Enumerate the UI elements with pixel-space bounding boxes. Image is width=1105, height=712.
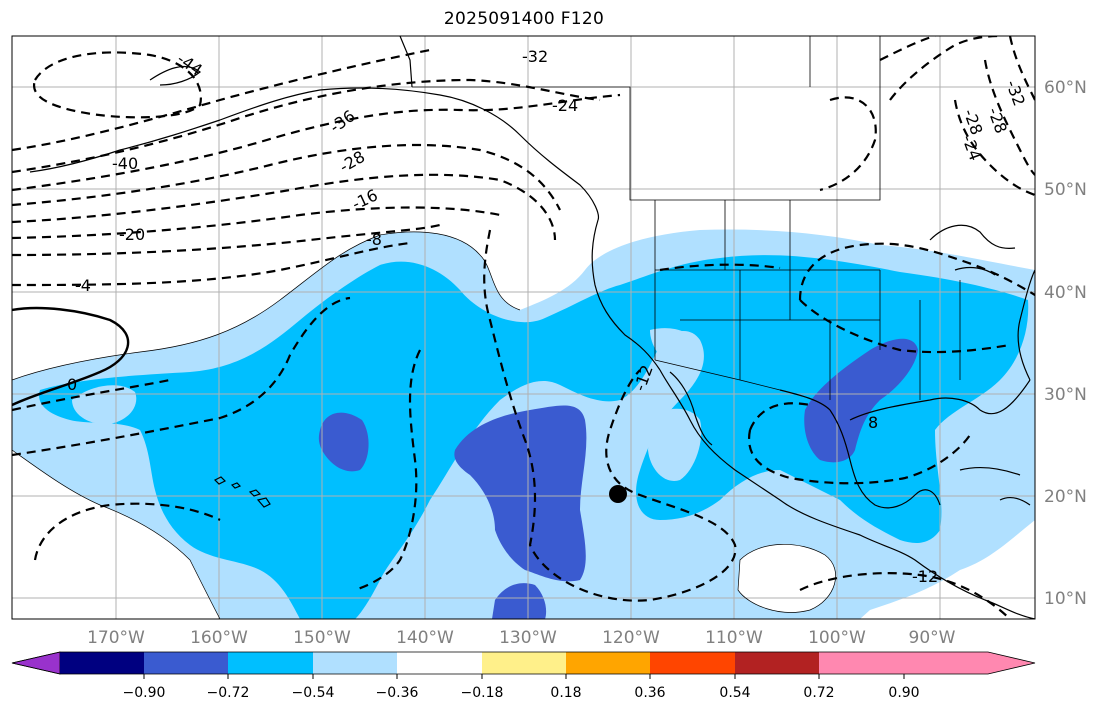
- map-area: [12, 36, 1035, 619]
- colorbar-under-arrow: [11, 651, 61, 675]
- lon-label: 160°W: [190, 628, 248, 648]
- lat-label: 20°N: [1044, 487, 1087, 507]
- colorbar-tick-label: −0.72: [207, 685, 250, 701]
- colorbar-swatch: [482, 652, 566, 674]
- colorbar-swatch: [313, 652, 397, 674]
- colorbar-ticks: [143, 674, 905, 679]
- colorbar-tick-label: −0.36: [376, 685, 419, 701]
- colorbar-swatch: [735, 652, 819, 674]
- political-boundaries: [412, 36, 961, 400]
- colorbar-swatch: [60, 652, 144, 674]
- colorbar-tick-label: 0.90: [888, 685, 919, 701]
- anomaly-fill-strong-4: [804, 338, 918, 463]
- anomaly-fill-strong-3: [318, 412, 369, 472]
- anomaly-fill-strong-1: [454, 405, 587, 582]
- colorbar: −0.90 −0.72 −0.54 −0.36 −0.18 0.18 0.36 …: [11, 651, 1036, 701]
- contour-label: -40: [112, 154, 138, 173]
- colorbar-outline: [11, 651, 1036, 675]
- colorbar-swatch: [397, 652, 482, 674]
- coastlines: [29, 36, 1035, 619]
- colorbar-swatch: [819, 652, 904, 674]
- contour-label: -32: [522, 47, 548, 66]
- anomaly-fill-strong-2: [492, 583, 547, 619]
- lon-label: 100°W: [808, 628, 866, 648]
- graticule: [12, 36, 1035, 619]
- lon-label: 90°W: [909, 628, 956, 648]
- colorbar-swatch: [566, 652, 650, 674]
- lon-label: 170°W: [87, 628, 145, 648]
- neutral-patch: [738, 544, 836, 613]
- zero-contour: [12, 306, 130, 407]
- colorbar-tick-label: 0.36: [634, 685, 665, 701]
- lon-label: 140°W: [396, 628, 454, 648]
- contour-label: -4: [75, 276, 91, 295]
- lon-label: 110°W: [705, 628, 763, 648]
- anomaly-fill-medium: [39, 255, 1029, 619]
- lon-label: 120°W: [602, 628, 660, 648]
- longitude-labels: 170°W 160°W 150°W 140°W 130°W 120°W 110°…: [87, 628, 956, 648]
- contour-label: 0: [67, 375, 77, 394]
- contour-label: -8: [366, 230, 382, 249]
- lat-label: 30°N: [1044, 385, 1087, 405]
- storm-center-marker: [609, 485, 627, 503]
- colorbar-tick-label: 0.18: [550, 685, 581, 701]
- lon-label: 150°W: [293, 628, 351, 648]
- anomaly-pocket-3: [648, 408, 702, 481]
- shading-outline: [12, 231, 836, 619]
- colorbar-tick-label: −0.18: [461, 685, 504, 701]
- anomaly-pocket-2: [650, 328, 701, 369]
- contour-label: -12: [912, 567, 938, 586]
- colorbar-tick-label: 0.54: [719, 685, 750, 701]
- colorbar-tick-label: −0.90: [123, 685, 166, 701]
- contour-label: 8: [868, 413, 878, 432]
- lat-label: 40°N: [1044, 283, 1087, 303]
- colorbar-swatch: [144, 652, 228, 674]
- colorbar-tick-label: 0.72: [803, 685, 834, 701]
- height-contours: [12, 36, 1035, 619]
- colorbar-over-arrow: [904, 652, 1035, 674]
- colorbar-tick-label: −0.54: [292, 685, 335, 701]
- lon-label: 130°W: [499, 628, 557, 648]
- colorbar-swatch: [650, 652, 735, 674]
- latitude-labels: 60°N 50°N 40°N 30°N 20°N 10°N: [1044, 78, 1087, 609]
- map-frame: [11, 35, 1036, 620]
- lat-label: 60°N: [1044, 78, 1087, 98]
- lat-label: 10°N: [1044, 589, 1087, 609]
- map-title: 2025091400 F120: [443, 9, 605, 29]
- colorbar-swatch: [228, 652, 313, 674]
- lat-label: 50°N: [1044, 180, 1087, 200]
- contour-label: -24: [552, 96, 578, 115]
- contour-label: -20: [119, 225, 145, 244]
